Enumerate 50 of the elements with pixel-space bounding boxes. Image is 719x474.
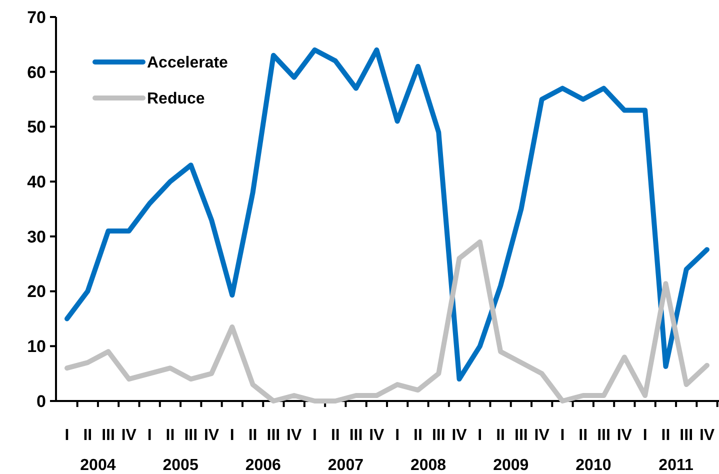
y-tick-label: 20 bbox=[27, 282, 46, 302]
text: 2007 bbox=[328, 457, 364, 474]
x-tick-label: I bbox=[147, 427, 152, 444]
x-tick-label: IV bbox=[204, 427, 220, 444]
text: 2006 bbox=[245, 457, 282, 474]
x-tick-label: IV bbox=[616, 427, 632, 444]
y-tick-label: 30 bbox=[27, 227, 46, 246]
x-tick-label: III bbox=[184, 427, 198, 444]
y-tick-label: 60 bbox=[27, 62, 46, 82]
text: 2009 bbox=[493, 457, 529, 474]
legend-label: Accelerate bbox=[147, 54, 228, 72]
x-tick-label: III bbox=[432, 427, 446, 444]
x-tick-label: II bbox=[414, 427, 422, 444]
x-tick-label: III bbox=[597, 427, 610, 444]
x-tick-label: IV bbox=[534, 427, 550, 444]
text: 2008 bbox=[410, 457, 446, 474]
y-tick-label: 0 bbox=[36, 392, 46, 411]
x-tick-label: I bbox=[230, 427, 234, 444]
x-tick-label: I bbox=[64, 427, 70, 444]
x-tick-label: I bbox=[395, 427, 400, 444]
x-tick-label: III bbox=[102, 427, 115, 444]
text: 2011 bbox=[658, 457, 694, 474]
y-tick-label: 70 bbox=[27, 8, 46, 27]
x-tick-label: II bbox=[578, 427, 588, 444]
x-tick-label: III bbox=[266, 427, 280, 444]
x-tick-label: I bbox=[560, 427, 565, 444]
y-tick-label: 50 bbox=[27, 118, 46, 137]
x-tick-label: IV bbox=[286, 427, 302, 444]
x-tick-label: IV bbox=[699, 427, 715, 444]
text: 2005 bbox=[162, 457, 198, 474]
y-tick-label: 40 bbox=[27, 172, 46, 192]
x-tick-label: IV bbox=[369, 427, 385, 444]
x-tick-label: III bbox=[349, 427, 363, 444]
x-tick-label: II bbox=[83, 427, 92, 444]
legend-label: Reduce bbox=[147, 90, 205, 108]
x-tick-label: II bbox=[496, 427, 505, 444]
x-tick-label: I bbox=[478, 427, 482, 444]
text: 2010 bbox=[576, 457, 612, 474]
x-tick-label: III bbox=[514, 427, 528, 444]
x-tick-label: II bbox=[166, 427, 175, 444]
x-tick-label: I bbox=[312, 427, 317, 444]
x-tick-label: II bbox=[661, 427, 670, 444]
x-tick-label: IV bbox=[121, 427, 137, 444]
x-tick-label: IV bbox=[452, 427, 468, 444]
x-tick-label: I bbox=[642, 427, 648, 444]
x-tick-label: III bbox=[680, 427, 694, 444]
y-tick-label: 10 bbox=[27, 337, 46, 356]
x-tick-label: II bbox=[248, 427, 258, 444]
x-tick-label: II bbox=[330, 427, 340, 444]
text: 2004 bbox=[80, 457, 116, 474]
